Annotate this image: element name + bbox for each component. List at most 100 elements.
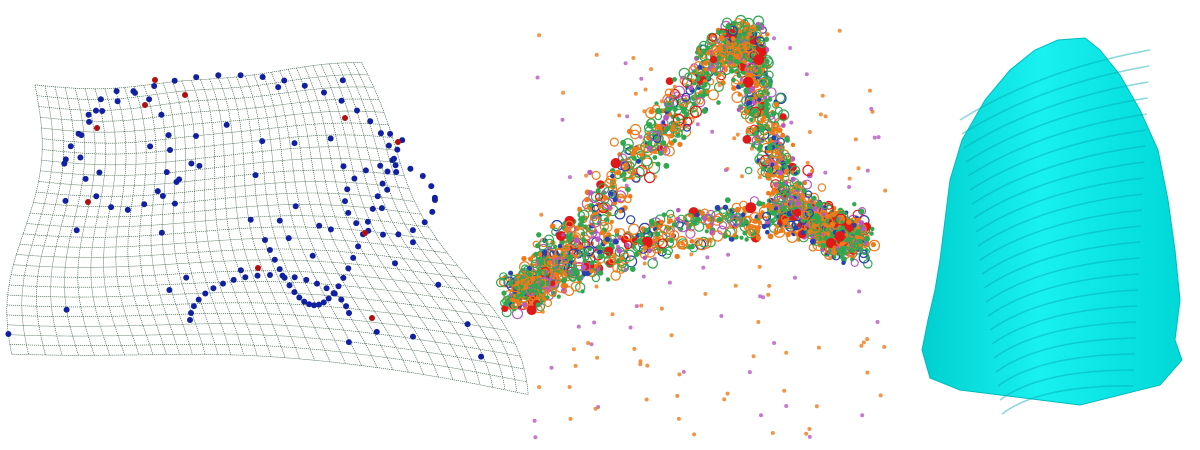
solid-point: [743, 219, 749, 225]
solid-point: [680, 241, 685, 246]
solid-point: [646, 145, 653, 151]
blue-point: [345, 209, 352, 216]
solid-point: [709, 229, 716, 236]
ring-point: [519, 268, 530, 279]
outlier-point: [580, 226, 585, 231]
solid-point: [718, 35, 724, 41]
solid-point: [648, 218, 655, 225]
outlier-point: [593, 406, 598, 411]
solid-point: [815, 202, 821, 207]
grid-line: [23, 226, 438, 241]
solid-point: [716, 55, 722, 61]
ring-point: [554, 265, 563, 273]
ring-point: [761, 211, 771, 221]
outlier-point: [537, 385, 542, 390]
solid-point: [602, 195, 609, 201]
blue-point: [195, 296, 202, 303]
ring-point: [684, 72, 693, 81]
blue-point: [173, 179, 180, 185]
ring-point: [824, 200, 834, 210]
blue-point: [267, 272, 273, 278]
solid-point: [660, 140, 667, 146]
solid-point: [604, 236, 611, 242]
solid-point: [675, 216, 681, 222]
grid-line: [42, 134, 393, 155]
solid-point: [676, 117, 680, 121]
blue-point: [309, 252, 316, 259]
solid-point: [753, 54, 765, 65]
grid-line: [270, 72, 378, 368]
blue-point: [367, 118, 374, 125]
ring-point: [820, 210, 828, 218]
solid-point: [801, 193, 806, 199]
outlier-point: [875, 320, 880, 324]
ring-point: [647, 118, 656, 127]
outlier-point: [770, 431, 775, 435]
blue-point: [291, 274, 298, 281]
outlier-point: [615, 244, 620, 249]
solid-point: [674, 253, 680, 260]
solid-point: [741, 53, 748, 59]
warped-grid: [6, 62, 529, 395]
blue-point: [146, 96, 153, 103]
ring-point: [731, 91, 743, 103]
outlier-point: [733, 41, 738, 46]
outlier-point: [756, 320, 761, 324]
ring-point: [517, 273, 529, 286]
ring-point: [751, 135, 762, 146]
outlier-point: [669, 333, 674, 338]
outlier-point: [818, 112, 823, 117]
outlier-point: [561, 233, 566, 237]
solid-point: [648, 108, 655, 115]
solid-point: [747, 31, 752, 36]
solid-point: [864, 248, 869, 253]
solid-point: [777, 174, 782, 179]
outlier-point: [865, 337, 870, 342]
solid-point: [800, 230, 806, 236]
blue-point: [316, 222, 323, 229]
solid-point: [655, 107, 661, 114]
ring-point: [747, 226, 758, 238]
solid-point: [705, 75, 711, 81]
outlier-point: [719, 314, 724, 318]
solid-point: [757, 103, 763, 110]
blue-point: [190, 303, 197, 310]
outlier-point: [772, 36, 776, 41]
blue-point: [158, 229, 165, 236]
outlier-point: [539, 212, 544, 217]
blue-point: [62, 197, 69, 204]
solid-point: [749, 117, 754, 123]
ring-point: [610, 270, 621, 281]
solid-point: [846, 219, 852, 225]
outlier-point: [560, 117, 565, 122]
outlier-point: [735, 132, 740, 137]
outlier-point: [837, 28, 842, 33]
ring-point: [606, 170, 616, 181]
outlier-point: [652, 256, 657, 261]
outlier-point: [571, 347, 576, 352]
solid-point: [813, 213, 820, 219]
ring-point: [560, 248, 571, 259]
outlier-point: [586, 341, 591, 345]
solid-point: [521, 255, 527, 262]
ring-point: [824, 216, 834, 227]
grid-line: [329, 63, 481, 385]
solid-point: [577, 206, 582, 211]
surface-ridge: [971, 145, 1146, 205]
solid-point: [655, 161, 661, 167]
solid-point: [717, 46, 724, 52]
blue-point: [364, 218, 371, 225]
outlier-point: [533, 435, 538, 440]
outlier-point: [642, 261, 647, 266]
outlier-point: [758, 294, 763, 299]
blue-point: [380, 231, 386, 238]
solid-point: [814, 219, 820, 225]
ring-point: [569, 267, 580, 279]
blue-point: [350, 254, 357, 261]
solid-point: [672, 106, 678, 112]
blue-point: [395, 231, 402, 238]
grid-line: [279, 70, 394, 370]
solid-point: [701, 48, 707, 54]
ring-point: [583, 245, 595, 257]
solid-point: [573, 237, 580, 244]
